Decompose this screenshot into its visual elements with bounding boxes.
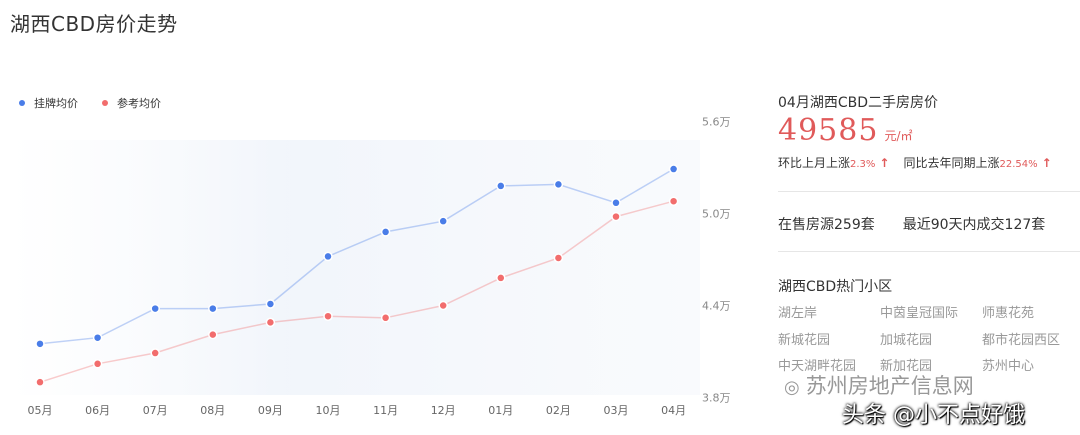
legend-marker xyxy=(102,100,108,106)
summary-title: 04月湖西CBD二手房房价 xyxy=(778,95,938,111)
hot-communities-title: 湖西CBD热门小区 xyxy=(778,279,893,295)
data-point xyxy=(496,181,506,191)
x-tick-label: 03月 xyxy=(604,404,629,417)
data-point xyxy=(611,198,621,208)
community-link[interactable]: 师惠花苑 xyxy=(982,306,1035,321)
x-tick-label: 09月 xyxy=(258,404,283,417)
price-trend-chart: 挂牌均价 参考均价 5.6万 5.0万 4.4万 3.8万 05月 06月 07月 08月 09… xyxy=(0,80,760,425)
x-tick-label: 05月 xyxy=(28,404,53,417)
data-point xyxy=(208,329,218,340)
x-axis: 05月 06月 07月 08月 09月 10月 11月 12月 01月 02月 03月 04月 xyxy=(28,404,687,417)
x-tick-label: 08月 xyxy=(200,404,225,417)
data-point xyxy=(35,339,45,349)
x-tick-label: 07月 xyxy=(143,404,168,417)
stats-row: 在售房源259套 最近90天内成交127套 xyxy=(778,214,1045,234)
divider xyxy=(778,251,1080,252)
on-sale-count: 在售房源259套 xyxy=(778,217,875,233)
y-axis: 5.6万 5.0万 4.4万 3.8万 xyxy=(702,116,731,405)
data-point xyxy=(611,211,621,222)
yoy-label: 同比去年同期上涨 xyxy=(903,156,1000,170)
average-price: 49585 xyxy=(778,113,879,148)
chart-svg: 挂牌均价 参考均价 5.6万 5.0万 4.4万 3.8万 05月 06月 07月 08月 09… xyxy=(10,96,731,417)
x-tick-label: 06月 xyxy=(85,404,110,417)
plot-background xyxy=(10,140,700,395)
y-tick-label: 5.0万 xyxy=(702,208,731,221)
data-point xyxy=(265,299,276,309)
divider xyxy=(778,191,1080,192)
watermark: ◎ 苏州房地产信息网 xyxy=(784,370,974,400)
data-point xyxy=(150,303,160,314)
community-link[interactable]: 苏州中心 xyxy=(982,359,1035,374)
data-point xyxy=(323,251,333,262)
wechat-icon: ◎ xyxy=(784,377,800,398)
mom-up-arrow-icon: ↑ xyxy=(879,156,890,170)
x-tick-label: 11月 xyxy=(373,404,398,417)
legend-label: 挂牌均价 xyxy=(34,96,78,110)
mom-value: 2.3% xyxy=(850,159,876,170)
community-link[interactable]: 中茵皇冠国际 xyxy=(880,306,959,321)
data-point xyxy=(265,317,276,328)
chart-series xyxy=(35,164,679,387)
y-tick-label: 4.4万 xyxy=(702,300,731,313)
data-point xyxy=(438,300,448,311)
community-link[interactable]: 中天湖畔花园 xyxy=(778,359,857,374)
data-point xyxy=(35,377,45,387)
data-point xyxy=(496,273,506,283)
y-tick-label: 3.8万 xyxy=(702,392,731,405)
community-link[interactable]: 都市花园西区 xyxy=(982,333,1061,348)
data-point xyxy=(668,196,679,206)
x-tick-label: 12月 xyxy=(431,404,456,417)
page-title: 湖西CBD房价走势 xyxy=(10,12,178,36)
chart-legend: 挂牌均价 参考均价 xyxy=(19,96,161,110)
mom-label: 环比上月上涨 xyxy=(778,156,851,170)
series-line xyxy=(39,168,674,345)
community-link[interactable]: 新城花园 xyxy=(778,333,831,348)
watermark-text: 苏州房地产信息网 xyxy=(805,374,974,398)
x-tick-label: 04月 xyxy=(661,404,686,417)
community-link[interactable]: 加城花园 xyxy=(880,333,933,348)
series-line xyxy=(39,200,674,383)
data-point xyxy=(380,227,391,237)
data-point xyxy=(668,164,679,174)
community-link[interactable]: 新加花园 xyxy=(880,359,933,374)
y-tick-label: 5.6万 xyxy=(702,116,731,129)
yoy-up-arrow-icon: ↑ xyxy=(1041,156,1052,170)
legend-marker xyxy=(19,100,25,106)
data-point xyxy=(92,359,103,369)
data-point xyxy=(208,303,218,314)
author-credit: 头条 @小不点好饿 xyxy=(842,403,1025,428)
community-link[interactable]: 湖左岸 xyxy=(778,306,818,321)
info-panel: 04月湖西CBD二手房房价 49585 元/㎡ 环比上月上涨2.3% ↑ 同比去年同期… xyxy=(778,0,1080,435)
x-tick-label: 02月 xyxy=(546,404,571,417)
data-point xyxy=(553,253,564,263)
data-point xyxy=(380,313,391,323)
data-point xyxy=(92,332,103,343)
data-point xyxy=(323,311,333,321)
x-tick-label: 10月 xyxy=(316,404,341,417)
yoy-value: 22.54% xyxy=(999,159,1038,170)
data-point xyxy=(150,348,160,358)
legend-label: 参考均价 xyxy=(117,96,161,110)
data-point xyxy=(438,216,448,226)
data-point xyxy=(553,179,564,190)
price-unit: 元/㎡ xyxy=(884,129,913,143)
x-tick-label: 01月 xyxy=(488,404,513,417)
price-row: 49585 元/㎡ xyxy=(778,113,912,148)
change-row: 环比上月上涨2.3% ↑ 同比去年同期上涨22.54% ↑ xyxy=(778,154,1052,171)
recent-deals-count: 最近90天内成交127套 xyxy=(902,217,1046,233)
